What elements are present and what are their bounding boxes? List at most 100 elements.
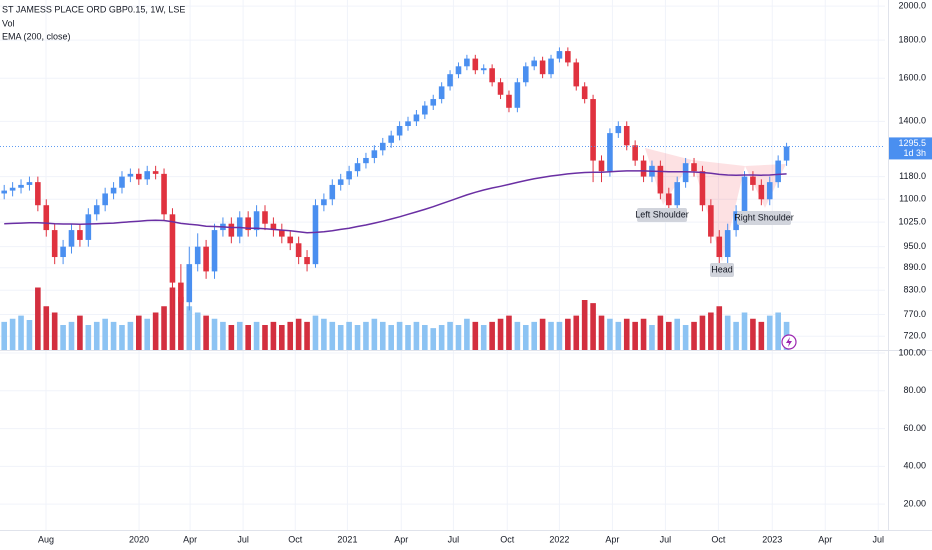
volume-bar [321,318,327,350]
candle-body [228,223,235,237]
candle-body [531,60,537,67]
volume-bar [438,325,445,350]
candle-body [304,257,310,265]
volume-bar [548,321,554,350]
candle-body [447,74,453,87]
candle-body [18,184,24,188]
y-tick-label: 950.0 [903,241,926,251]
volume-bar [51,312,58,350]
volume-bar [464,318,470,350]
candle-body [430,99,437,106]
candle-body [590,99,596,161]
candle-body [26,182,33,185]
x-tick-label: Apr [183,534,197,544]
annotation-label: Right Shoulder [734,212,794,222]
candle-body [640,160,647,177]
candle-body [60,246,66,258]
volume-bar [674,318,681,350]
candle-body [371,150,378,158]
y-tick-label: 720.0 [903,331,926,341]
volume-bar [708,312,714,350]
overlay: 1295.51d 3h Left Shoulder Head Right Should… [0,137,932,277]
volume-bar [413,321,420,350]
candle-body [312,205,319,265]
last-price-label: 1295.5 [898,138,926,148]
candle-body [321,199,327,206]
volume-bar [640,318,647,350]
candle-body [464,58,470,67]
volume-bar [371,318,378,350]
volume-bar [590,303,596,350]
y-tick-label: 1800.0 [898,35,926,45]
volume-bar [169,287,176,350]
volume-bar [270,321,277,350]
volume-bar [220,321,226,350]
candle-body [472,58,479,71]
candle-body [691,163,697,172]
volume-bar [337,325,344,350]
volume-bar [598,315,605,350]
volume-bar [607,318,613,350]
candle-body [724,230,731,258]
volume-bar [405,325,411,350]
volume-bar [506,315,512,350]
candle-body [152,171,159,174]
volume-bar [565,318,571,350]
volume-bar [312,315,319,350]
candle-body [405,121,411,126]
candle-body [716,236,723,258]
candle-body [178,282,184,303]
annotation-box [737,211,791,225]
y-tick-label: 40.00 [903,461,926,471]
annotation-box [710,263,734,277]
x-tick-label: Jul [873,534,885,544]
candle-body [211,230,218,272]
candle-body [480,68,487,71]
candle-body [632,145,638,161]
x-tick-label: 2023 [762,534,782,544]
candle-body [102,193,108,206]
y-tick-label: 100.00 [898,347,926,357]
volume-bar [750,318,756,350]
volume-bar [766,315,773,350]
candle-body [657,165,664,194]
y-tick-label: 830.0 [903,285,926,295]
volume-bar [85,325,92,350]
volume-bar [93,321,100,350]
candle-body [144,171,151,180]
candle-body [279,230,285,237]
volume-bar [716,306,723,350]
candle-body [581,86,588,100]
candle-body [363,157,369,164]
volume-bar [379,321,386,350]
candle-body [615,125,622,134]
x-tick-label: Jul [660,534,672,544]
candle-body [388,135,394,143]
candle-body [68,230,75,247]
candle-body [522,66,529,83]
volume-bar [430,328,437,350]
volume-bar [724,315,731,350]
volume-bar [144,318,151,350]
volume-bar [136,315,142,350]
volume-bar [26,320,33,350]
candle-body [733,211,739,231]
candle-body [194,246,201,265]
y-tick-label: 60.00 [903,423,926,433]
candle-body [119,176,125,188]
y-tick-label: 1025.0 [898,216,926,226]
axes: 2000.0 1800.0 1600.0 1400.0 1180.0 1100.0 1025… [38,0,926,544]
volume-bar [649,325,655,350]
candle-body [750,176,756,185]
candle-body [682,163,689,183]
volume-bar [573,315,580,350]
vol-label: Vol [2,18,15,28]
x-tick-label: Oct [500,534,515,544]
volume-bar [472,321,479,350]
volume-bar [615,321,622,350]
candle-body [203,246,209,272]
volume-bar [262,325,268,350]
candle-body [775,160,781,183]
candle-body [598,160,605,172]
volume-bar [733,321,739,350]
